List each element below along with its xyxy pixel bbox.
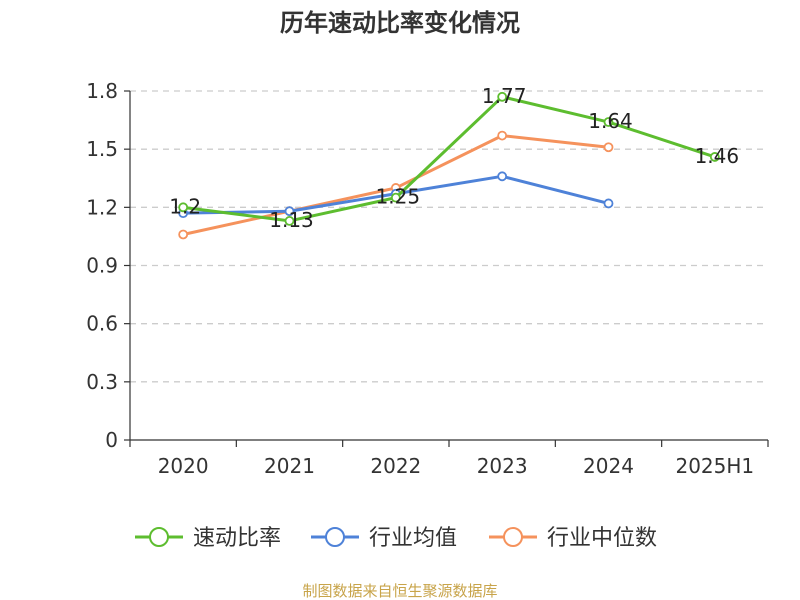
data-label: 1.13 (269, 208, 314, 232)
x-tick-label: 2022 (370, 454, 421, 478)
data-point (497, 91, 508, 102)
legend-item: 行业中位数 (489, 526, 657, 551)
data-label: 1.64 (588, 109, 633, 133)
data-point (178, 229, 189, 240)
y-tick-label: 1.8 (86, 79, 118, 103)
data-label: 1.46 (695, 144, 740, 168)
data-point (390, 192, 401, 203)
x-tick-label: 2021 (264, 454, 315, 478)
legend-swatch-marker (503, 527, 523, 547)
x-tick-label: 2020 (158, 454, 209, 478)
series-line (182, 95, 716, 223)
source-note: 制图数据来自恒生聚源数据库 (302, 582, 497, 600)
data-label: 1.25 (376, 185, 421, 209)
series-0 (178, 91, 720, 226)
data-label: 1.77 (482, 84, 527, 108)
grid-lines (130, 90, 768, 383)
y-tick-label: 0.3 (86, 370, 118, 394)
data-point (603, 198, 614, 209)
y-tick-label: 1.5 (86, 137, 118, 161)
legend-label: 行业中位数 (547, 526, 657, 551)
y-tick-label: 0.6 (86, 312, 118, 336)
data-point (497, 130, 508, 141)
data-label: 1.2 (169, 194, 201, 218)
data-point (709, 152, 720, 162)
legend-swatch-marker (325, 527, 345, 547)
axes: 0 0.3 0.6 0.9 1.2 1.5 1.8 2020 2021 2022 2023 2024 2… (86, 79, 769, 478)
data-point (497, 171, 508, 182)
legend: 速动比率 行业均值 行业中位数 (135, 526, 657, 551)
series-layer (178, 91, 720, 240)
y-tick-label: 0 (105, 428, 118, 452)
legend-item: 行业均值 (311, 526, 457, 551)
x-tick-label: 2025H1 (675, 454, 754, 478)
data-point (603, 117, 614, 127)
legend-item: 速动比率 (135, 526, 281, 551)
y-tick-label: 1.2 (86, 195, 118, 219)
legend-swatch-marker (149, 527, 169, 547)
data-point (603, 142, 614, 153)
data-point (178, 202, 189, 213)
data-point (284, 206, 295, 217)
x-tick-label: 2024 (583, 454, 634, 478)
chart-title: 历年速动比率变化情况 (280, 9, 520, 37)
x-tick-label: 2023 (477, 454, 528, 478)
data-labels: 1.2 1.13 1.25 1.77 1.64 1.46 (169, 84, 739, 232)
legend-label: 行业均值 (369, 526, 457, 551)
legend-label: 速动比率 (193, 526, 281, 551)
y-tick-label: 0.9 (86, 254, 118, 278)
data-point (284, 216, 295, 226)
